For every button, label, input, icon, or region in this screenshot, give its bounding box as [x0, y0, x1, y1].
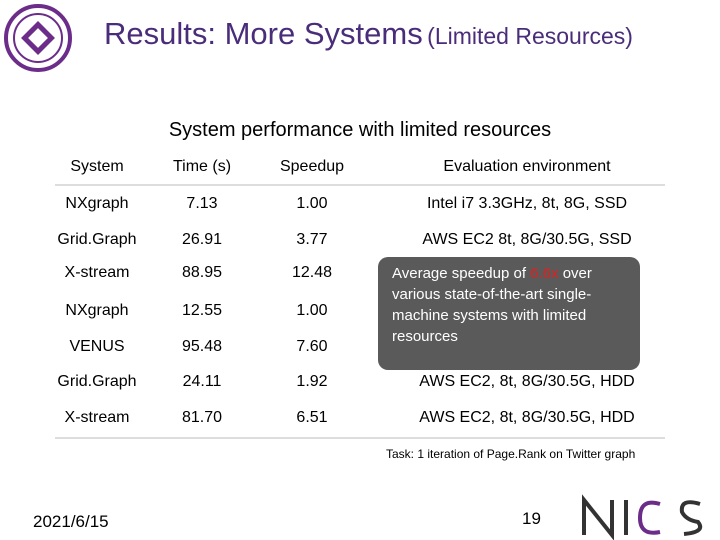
table-cell: Grid.Graph — [57, 373, 137, 390]
table-cell: VENUS — [69, 338, 125, 355]
table-cell: 12.48 — [291, 264, 333, 281]
title-main: Results: More Systems — [104, 16, 423, 51]
table-cell: X-stream — [64, 264, 130, 281]
table-cell: 1.00 — [296, 195, 328, 212]
callout: Average speedup of 6.6x over various sta… — [378, 257, 640, 370]
table-cell: 1.92 — [296, 373, 328, 390]
task-note: Task: 1 iteration of Page.Rank on Twitte… — [386, 447, 636, 461]
callout-highlight: 6.6x — [530, 265, 559, 282]
table-cell: 3.77 — [296, 231, 328, 248]
table-cell: Intel i7 3.3GHz, 8t, 8G, SSD — [426, 195, 628, 212]
table-cell: 81.70 — [181, 409, 223, 426]
column-header: Speedup — [279, 158, 345, 175]
table-cell: 7.60 — [296, 338, 328, 355]
callout-text: Average speedup of — [392, 265, 526, 282]
nics-logo — [582, 494, 703, 540]
table-cell: NXgraph — [65, 302, 129, 319]
title-suffix: (Limited Resources) — [427, 23, 633, 49]
column-header: Evaluation environment — [443, 158, 611, 175]
university-emblem — [4, 4, 72, 72]
table-cell: NXgraph — [65, 195, 129, 212]
table-cell: 12.55 — [181, 302, 223, 319]
subtitle: System performance with limited resource… — [168, 119, 552, 141]
table-cell: AWS EC2 8t, 8G/30.5G, SSD — [422, 231, 632, 248]
table-cell: 26.91 — [181, 231, 223, 248]
table-cell: 24.11 — [182, 373, 222, 390]
date: 2021/6/15 — [33, 512, 109, 531]
table-cell: 7.13 — [186, 195, 218, 212]
table-cell: AWS EC2, 8t, 8G/30.5G, HDD — [419, 373, 635, 390]
table-cell: AWS EC2, 8t, 8G/30.5G, HDD — [419, 409, 635, 426]
page-number: 19 — [522, 509, 541, 528]
table-cell: 1.00 — [296, 302, 328, 319]
table-cell: 6.51 — [296, 409, 328, 426]
table-cell: X-stream — [64, 409, 130, 426]
table-cell: 95.48 — [181, 338, 223, 355]
callout-text: over various state-of-the-art single-mac… — [392, 265, 592, 345]
table-cell: Grid.Graph — [57, 231, 137, 248]
column-header: Time (s) — [172, 158, 232, 175]
table-cell: 88.95 — [181, 264, 223, 281]
column-header: System — [70, 158, 124, 175]
title: Results: More Systems (Limited Resources… — [104, 16, 633, 52]
